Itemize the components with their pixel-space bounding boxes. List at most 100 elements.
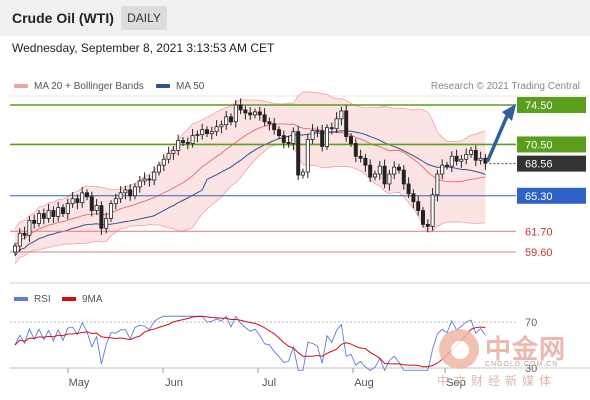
- candle-body: [305, 139, 310, 173]
- candle-body: [420, 210, 425, 225]
- candle: [204, 126, 209, 138]
- candle: [377, 161, 382, 180]
- candle-body: [104, 218, 109, 229]
- candle-body: [464, 153, 469, 160]
- instrument-title: Crude Oil (WTI): [12, 10, 114, 26]
- candle: [17, 228, 22, 252]
- candle: [473, 145, 478, 167]
- candle: [75, 194, 80, 210]
- candle: [104, 212, 109, 234]
- candle: [195, 130, 200, 143]
- ma50-label: MA 50: [176, 81, 205, 92]
- rsi-level-label: 70: [525, 317, 537, 329]
- candle-body: [449, 155, 454, 167]
- candle: [464, 148, 469, 165]
- level-label-box-70.50: [517, 136, 586, 153]
- rsi-ma-swatch: [62, 297, 76, 302]
- candle-body: [12, 245, 17, 253]
- candle: [219, 120, 224, 134]
- candle: [411, 189, 416, 209]
- candle-body: [233, 104, 238, 123]
- level-label-70.50: 70.50: [525, 139, 553, 151]
- candle-body: [344, 110, 349, 137]
- candle-body: [190, 135, 195, 144]
- legend-rsi: RSI: [14, 294, 51, 305]
- copyright-label: Research © 2021 Trading Central: [430, 81, 580, 92]
- candle: [401, 165, 406, 190]
- candle: [137, 175, 142, 193]
- candle-body: [339, 110, 344, 120]
- x-tick-label-jul: Jul: [262, 377, 276, 389]
- candle-body: [17, 232, 22, 247]
- candle-body: [358, 155, 363, 159]
- x-tick-label-jun: Jun: [165, 377, 183, 389]
- candle-body: [37, 213, 42, 224]
- candle-body: [224, 116, 229, 126]
- candle-body: [70, 198, 75, 205]
- rsi-ma-line: [14, 315, 486, 368]
- candle-body: [324, 127, 329, 147]
- candle-body: [468, 149, 473, 155]
- candle-body: [401, 169, 406, 185]
- candle-body: [243, 109, 248, 114]
- candle: [416, 195, 421, 216]
- candle-body: [430, 194, 435, 227]
- candle-body: [147, 178, 152, 181]
- candle: [358, 149, 363, 163]
- candle-body: [267, 121, 272, 125]
- candle-body: [156, 164, 161, 173]
- candle-body: [94, 205, 99, 211]
- candle-body: [281, 135, 286, 143]
- candle-body: [128, 189, 133, 197]
- candle-body: [454, 155, 459, 162]
- candle: [334, 112, 339, 133]
- candle: [190, 128, 195, 148]
- candle: [363, 154, 368, 172]
- candle: [252, 108, 257, 119]
- candle: [180, 137, 185, 146]
- level-label-74.50: 74.50: [525, 100, 553, 112]
- candle: [41, 208, 46, 225]
- candle-body: [123, 189, 128, 194]
- candle: [440, 159, 445, 180]
- candle-body: [377, 165, 382, 175]
- candle-body: [85, 192, 90, 198]
- candle: [348, 133, 353, 147]
- candle: [113, 193, 118, 210]
- candle: [224, 111, 229, 130]
- candle: [228, 113, 233, 126]
- legend-rsi-ma: 9MA: [62, 294, 103, 305]
- candle: [344, 105, 349, 142]
- candle: [142, 172, 147, 186]
- candle: [46, 203, 51, 223]
- candle-body: [396, 166, 401, 171]
- candle-body: [353, 143, 358, 157]
- candle-body: [478, 157, 483, 161]
- candle-body: [363, 157, 368, 166]
- candle: [171, 146, 176, 160]
- ma50-line: [14, 130, 486, 257]
- candle-body: [166, 152, 171, 160]
- candle: [459, 155, 464, 168]
- candle: [406, 177, 411, 199]
- candle-body: [348, 136, 353, 144]
- candle: [281, 130, 286, 149]
- candle-body: [440, 164, 445, 175]
- candle: [200, 123, 205, 140]
- candle-body: [392, 166, 397, 175]
- candle: [387, 169, 392, 191]
- candle: [267, 117, 272, 131]
- candle-body: [416, 201, 421, 211]
- candle: [32, 214, 37, 229]
- rsi-ma-label: 9MA: [82, 294, 103, 305]
- candle: [320, 124, 325, 152]
- candle-body: [200, 129, 205, 135]
- candle-body: [56, 207, 61, 217]
- timeframe-button[interactable]: DAILY: [121, 6, 167, 30]
- candle-body: [27, 220, 32, 236]
- x-tick-label-may: May: [69, 377, 90, 389]
- candle-body: [65, 203, 70, 214]
- candle-body: [171, 149, 176, 154]
- candle: [185, 137, 190, 150]
